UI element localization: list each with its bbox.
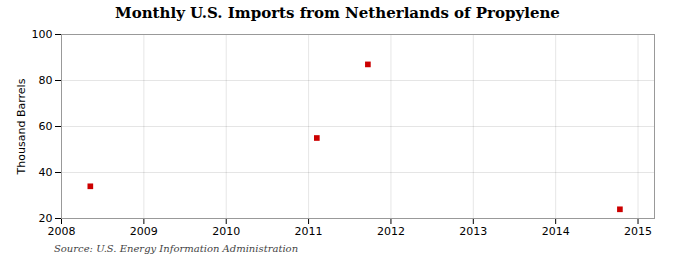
svg-text:2015: 2015 xyxy=(624,225,652,238)
svg-text:2008: 2008 xyxy=(48,225,76,238)
svg-text:Thousand Barrels: Thousand Barrels xyxy=(15,78,28,175)
svg-text:40: 40 xyxy=(39,166,53,179)
svg-text:2012: 2012 xyxy=(377,225,405,238)
svg-text:2010: 2010 xyxy=(212,225,240,238)
html-text:Source: U.S. Energy Informatio: Source: U.S. Energy Information Administ… xyxy=(54,243,299,254)
svg-text:2011: 2011 xyxy=(295,225,323,238)
svg-text:80: 80 xyxy=(39,74,53,87)
svg-text:2009: 2009 xyxy=(130,225,158,238)
svg-text:20: 20 xyxy=(39,212,53,225)
svg-text:60: 60 xyxy=(39,120,53,133)
svg-text:2014: 2014 xyxy=(542,225,570,238)
svg-text:2013: 2013 xyxy=(459,225,487,238)
html-text:Monthly U.S. Imports from Neth: Monthly U.S. Imports from Netherlands of… xyxy=(115,4,560,22)
svg-text:100: 100 xyxy=(32,28,53,41)
